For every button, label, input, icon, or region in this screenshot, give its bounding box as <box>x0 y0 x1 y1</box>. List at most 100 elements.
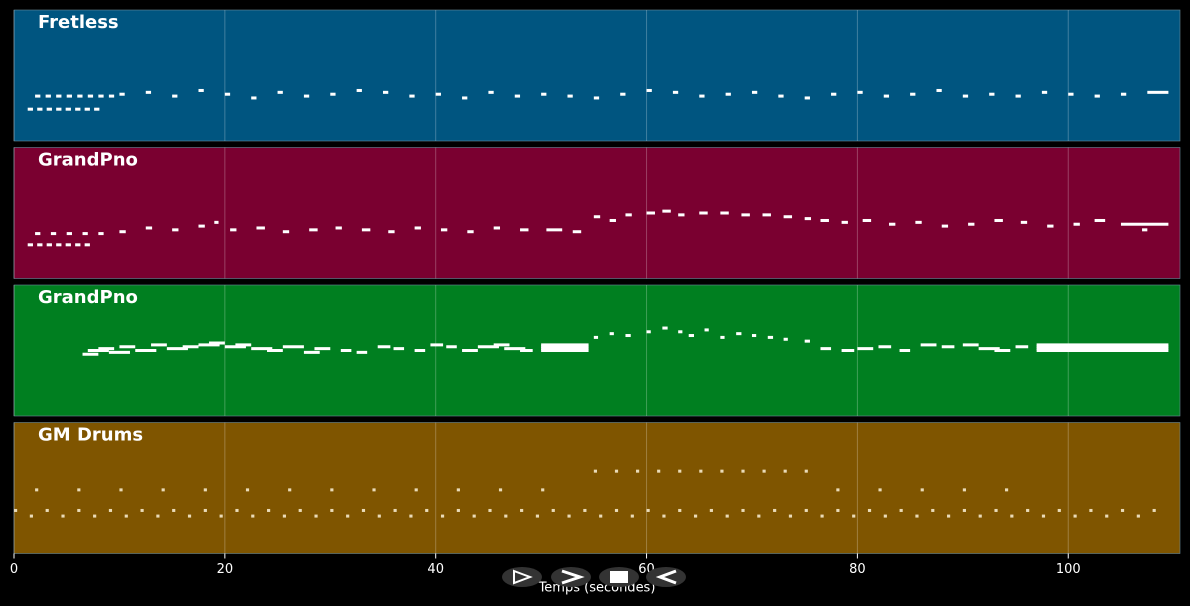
note <box>962 488 966 492</box>
note <box>140 508 144 512</box>
note <box>804 508 808 512</box>
note <box>330 488 334 492</box>
note <box>541 347 589 351</box>
note <box>736 332 742 336</box>
note <box>572 230 582 234</box>
rewind-button[interactable] <box>646 567 686 587</box>
stop-button[interactable] <box>599 567 639 587</box>
note <box>994 218 1003 222</box>
note <box>520 508 524 512</box>
note <box>941 224 949 228</box>
note <box>98 232 104 236</box>
note <box>804 469 808 473</box>
note <box>182 345 199 349</box>
note <box>446 345 457 349</box>
note <box>672 90 679 94</box>
note <box>472 514 476 518</box>
note <box>609 218 616 222</box>
note <box>119 92 125 96</box>
note <box>1120 222 1169 226</box>
note <box>224 92 231 96</box>
note <box>267 508 271 512</box>
note <box>504 347 526 351</box>
note <box>56 94 62 98</box>
note <box>314 514 318 518</box>
note <box>994 508 998 512</box>
note <box>488 508 492 512</box>
note <box>66 94 72 98</box>
note <box>1020 220 1028 224</box>
note <box>187 514 192 518</box>
note <box>836 488 840 492</box>
note <box>941 345 955 349</box>
track-name: GM Drums <box>38 425 143 446</box>
note <box>915 514 919 518</box>
note <box>583 508 587 512</box>
note <box>245 488 250 492</box>
note <box>93 514 97 518</box>
note <box>910 92 916 96</box>
track-name: GrandPno <box>38 150 138 171</box>
note <box>46 107 52 111</box>
note <box>783 469 787 473</box>
note <box>678 469 682 473</box>
note <box>862 218 872 222</box>
note <box>488 90 494 94</box>
note <box>161 488 165 492</box>
note <box>156 514 160 518</box>
note <box>108 350 130 354</box>
note <box>625 334 631 338</box>
note <box>288 488 292 492</box>
note <box>66 232 72 236</box>
note <box>409 94 415 98</box>
note <box>145 90 152 94</box>
note <box>741 508 745 512</box>
note <box>251 514 255 518</box>
note <box>1094 218 1106 222</box>
note <box>678 213 685 217</box>
note <box>166 347 188 351</box>
note <box>836 508 840 512</box>
x-tick-label: 40 <box>427 562 444 577</box>
note <box>762 469 766 473</box>
note <box>678 508 682 512</box>
track-panel <box>13 284 1181 417</box>
note <box>124 514 128 518</box>
note <box>646 330 651 334</box>
note <box>77 508 81 512</box>
note <box>852 514 856 518</box>
note <box>440 228 448 232</box>
note <box>1047 224 1054 228</box>
note <box>688 334 694 338</box>
note <box>409 514 413 518</box>
note <box>77 488 81 492</box>
note <box>50 232 57 236</box>
x-tick-label: 80 <box>849 562 866 577</box>
note <box>214 220 219 224</box>
note <box>84 107 90 111</box>
note <box>37 243 43 247</box>
note <box>541 488 545 492</box>
note <box>567 514 571 518</box>
note <box>1041 90 1048 94</box>
note <box>65 243 71 247</box>
note <box>46 243 52 247</box>
note <box>87 349 109 352</box>
transport <box>502 567 686 587</box>
note <box>1136 514 1140 518</box>
note <box>625 213 632 217</box>
play-button[interactable] <box>502 567 542 587</box>
note <box>693 514 698 518</box>
note <box>962 343 979 347</box>
note <box>725 514 729 518</box>
note <box>978 514 982 518</box>
note <box>751 334 757 338</box>
note <box>831 92 837 96</box>
x-tick-label: 100 <box>1056 562 1081 577</box>
note <box>657 469 661 473</box>
note <box>1147 90 1169 94</box>
note <box>298 508 302 512</box>
note <box>614 469 619 473</box>
forward-button[interactable] <box>551 567 591 587</box>
note <box>593 469 597 473</box>
